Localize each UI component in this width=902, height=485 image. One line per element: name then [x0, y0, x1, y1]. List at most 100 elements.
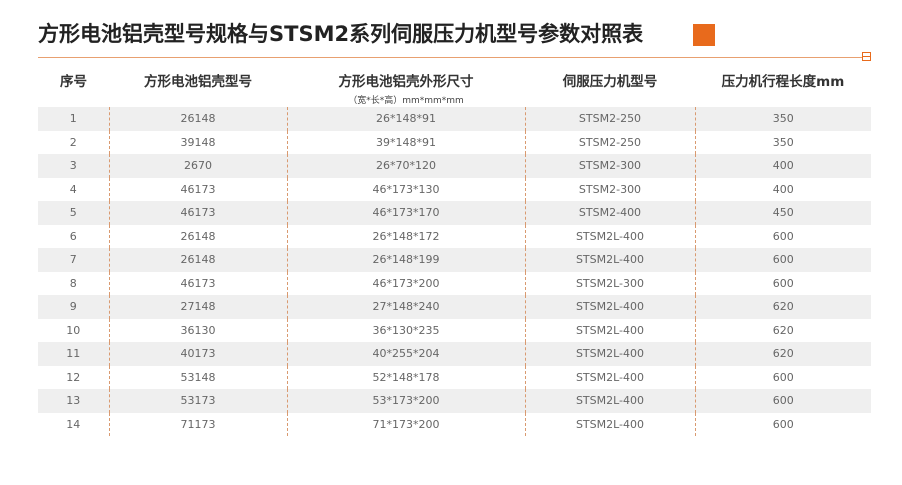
cell-stroke-length: 600 [694, 389, 871, 413]
cell-press-model: STSM2-300 [524, 177, 695, 201]
header-label: 压力机行程长度mm [721, 74, 845, 90]
cell-stroke-length: 450 [694, 201, 871, 225]
cell-index: 6 [69, 229, 77, 243]
header-label: 序号 [60, 74, 87, 90]
cell-index: 4 [69, 182, 77, 196]
cell-index: 5 [38, 201, 109, 225]
cell-index: 10 [66, 323, 81, 337]
cell-stroke-length: 600 [694, 271, 871, 295]
cell-press-model: STSM2-250 [524, 130, 695, 154]
cell-stroke-length: 400 [694, 177, 871, 201]
cell-stroke-length: 620 [694, 295, 871, 319]
cell-stroke-length: 620 [694, 318, 871, 342]
cell-case-dimensions: 39*148*91 [286, 130, 525, 154]
header-label: 方形电池铝壳外形尺寸 [338, 74, 474, 90]
table-row: 9 27148 27*148*240 STSM2L-400 620 [38, 295, 871, 319]
cell-index: 14 [66, 417, 81, 431]
cell-case-model: 53173 [108, 389, 287, 413]
cell-case-dimensions: 26*70*120 [286, 154, 525, 178]
cell-case-dimensions: 46*173*130 [286, 177, 525, 201]
cell-stroke-length: 600 [694, 224, 871, 248]
cell-case-model: 2670 [108, 154, 287, 178]
cell-case-model: 40173 [108, 342, 287, 366]
cell-case-dimensions: 26*148*199 [286, 248, 525, 272]
cell-case-model: 27148 [108, 295, 287, 319]
header-sublabel: （宽*长*高）mm*mm*mm [348, 96, 464, 106]
cell-case-model: 53148 [108, 365, 287, 389]
divider-end-marker [862, 52, 871, 61]
cell-press-model: STSM2L-400 [524, 412, 695, 436]
page-title: 方形电池铝壳型号规格与STSM2系列伺服压力机型号参数对照表 [38, 22, 644, 46]
header-case-dimensions: 方形电池铝壳外形尺寸 （宽*长*高）mm*mm*mm [287, 62, 525, 107]
cell-stroke-length: 350 [694, 107, 871, 131]
title-accent-square [693, 24, 715, 46]
cell-stroke-length: 600 [694, 248, 871, 272]
cell-case-model: 46173 [108, 177, 287, 201]
cell-case-model: 36130 [108, 318, 287, 342]
cell-press-model: STSM2L-300 [524, 271, 695, 295]
cell-index: 7 [38, 248, 109, 272]
header-label: 伺服压力机型号 [562, 74, 658, 90]
table-row: 7 26148 26*148*199 STSM2L-400 600 [38, 248, 871, 272]
cell-case-model: 26148 [108, 224, 287, 248]
cell-stroke-length: 350 [694, 130, 871, 154]
cell-case-model: 39148 [108, 130, 287, 154]
table-row: 6 26148 26*148*172 STSM2L-400 600 [38, 224, 871, 248]
cell-case-dimensions: 27*148*240 [286, 295, 525, 319]
cell-index: 3 [38, 154, 109, 178]
cell-case-model: 26148 [108, 248, 287, 272]
table-header-row: 序号 方形电池铝壳型号 方形电池铝壳外形尺寸 （宽*长*高）mm*mm*mm 伺服… [38, 62, 871, 107]
table-row: 4 46173 46*173*130 STSM2-300 400 [38, 177, 871, 201]
cell-index: 2 [69, 135, 77, 149]
cell-index: 11 [38, 342, 109, 366]
cell-case-dimensions: 71*173*200 [286, 412, 525, 436]
cell-case-dimensions: 53*173*200 [286, 389, 525, 413]
table-row: 12 53148 52*148*178 STSM2L-400 600 [38, 365, 871, 389]
cell-index: 13 [38, 389, 109, 413]
table-row: 8 46173 46*173*200 STSM2L-300 600 [38, 271, 871, 295]
cell-index: 9 [38, 295, 109, 319]
cell-index: 8 [69, 276, 77, 290]
cell-stroke-length: 600 [694, 412, 871, 436]
header-press-model: 伺服压力机型号 [525, 62, 695, 107]
cell-case-model: 71173 [108, 412, 287, 436]
cell-case-model: 26148 [108, 107, 287, 131]
table-row: 10 36130 36*130*235 STSM2L-400 620 [38, 318, 871, 342]
cell-index: 1 [38, 107, 109, 131]
title-divider [38, 57, 866, 58]
cell-case-dimensions: 46*173*170 [286, 201, 525, 225]
header-label: 方形电池铝壳型号 [144, 74, 252, 90]
cell-case-dimensions: 46*173*200 [286, 271, 525, 295]
cell-case-dimensions: 26*148*172 [286, 224, 525, 248]
cell-case-model: 46173 [108, 201, 287, 225]
table-row: 5 46173 46*173*170 STSM2-400 450 [38, 201, 871, 225]
cell-press-model: STSM2L-400 [524, 389, 695, 413]
cell-press-model: STSM2-250 [524, 107, 695, 131]
cell-case-dimensions: 52*148*178 [286, 365, 525, 389]
header-stroke-length: 压力机行程长度mm [695, 62, 871, 107]
cell-case-dimensions: 36*130*235 [286, 318, 525, 342]
cell-press-model: STSM2L-400 [524, 342, 695, 366]
cell-press-model: STSM2L-400 [524, 295, 695, 319]
cell-press-model: STSM2L-400 [524, 248, 695, 272]
cell-index: 12 [66, 370, 81, 384]
cell-stroke-length: 600 [694, 365, 871, 389]
cell-stroke-length: 400 [694, 154, 871, 178]
table-row: 2 39148 39*148*91 STSM2-250 350 [38, 130, 871, 154]
cell-case-dimensions: 26*148*91 [286, 107, 525, 131]
table-row: 14 71173 71*173*200 STSM2L-400 600 [38, 412, 871, 436]
cell-stroke-length: 620 [694, 342, 871, 366]
table-row: 13 53173 53*173*200 STSM2L-400 600 [38, 389, 871, 413]
header-index: 序号 [38, 62, 109, 107]
cell-case-model: 46173 [108, 271, 287, 295]
cell-case-dimensions: 40*255*204 [286, 342, 525, 366]
table-row: 3 2670 26*70*120 STSM2-300 400 [38, 154, 871, 178]
cell-press-model: STSM2L-400 [524, 224, 695, 248]
spec-table: 序号 方形电池铝壳型号 方形电池铝壳外形尺寸 （宽*长*高）mm*mm*mm 伺服… [38, 62, 871, 436]
table-row: 11 40173 40*255*204 STSM2L-400 620 [38, 342, 871, 366]
cell-press-model: STSM2-400 [524, 201, 695, 225]
cell-press-model: STSM2L-400 [524, 318, 695, 342]
cell-press-model: STSM2-300 [524, 154, 695, 178]
header-case-model: 方形电池铝壳型号 [109, 62, 287, 107]
cell-press-model: STSM2L-400 [524, 365, 695, 389]
